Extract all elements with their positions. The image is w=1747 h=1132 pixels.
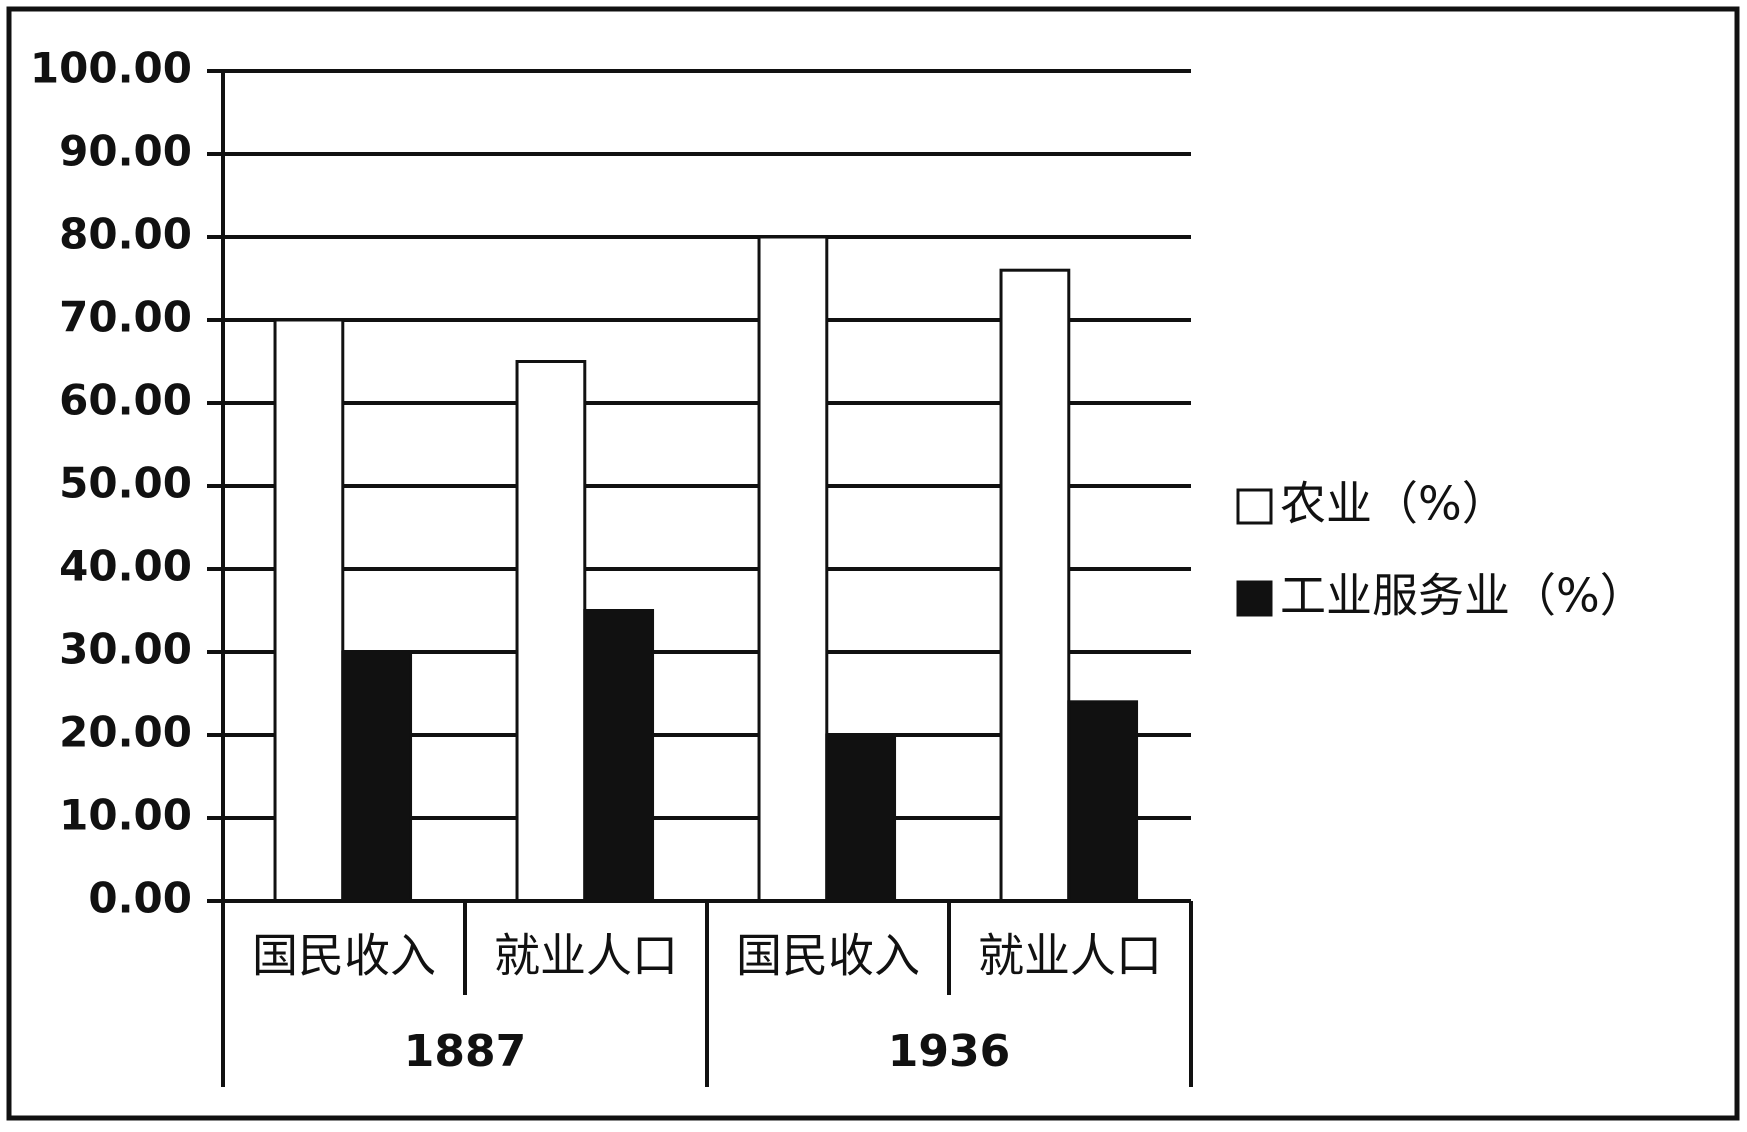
y-tick-label: 20.00 xyxy=(59,708,192,757)
group-label: 1936 xyxy=(888,1026,1010,1077)
y-tick-label: 40.00 xyxy=(59,542,192,591)
x-tick-label: 国民收入 xyxy=(736,929,920,983)
y-tick-label: 100.00 xyxy=(30,44,192,93)
x-tick-label: 国民收入 xyxy=(252,929,436,983)
bar xyxy=(515,360,587,903)
legend-label: 工业服务业（%） xyxy=(1280,569,1646,623)
y-tick-label: 10.00 xyxy=(59,791,192,840)
y-tick-label: 90.00 xyxy=(59,127,192,176)
bar xyxy=(273,318,345,903)
legend-label: 农业（%） xyxy=(1280,477,1508,531)
group-label: 1887 xyxy=(404,1026,526,1077)
x-tick-label: 就业人口 xyxy=(978,929,1162,983)
y-tick-label: 60.00 xyxy=(59,376,192,425)
legend-swatch xyxy=(1236,580,1273,617)
bar xyxy=(757,235,829,903)
x-tick-label: 就业人口 xyxy=(494,929,678,983)
bar xyxy=(825,733,897,903)
y-tick-label: 50.00 xyxy=(59,459,192,508)
bar xyxy=(999,268,1071,903)
y-tick-label: 80.00 xyxy=(59,210,192,259)
y-tick-label: 30.00 xyxy=(59,625,192,674)
bar xyxy=(1067,700,1139,903)
bar xyxy=(341,650,413,903)
legend-swatch xyxy=(1236,488,1273,525)
y-tick-label: 70.00 xyxy=(59,293,192,342)
y-tick-label: 0.00 xyxy=(88,874,192,923)
bar xyxy=(583,609,655,903)
